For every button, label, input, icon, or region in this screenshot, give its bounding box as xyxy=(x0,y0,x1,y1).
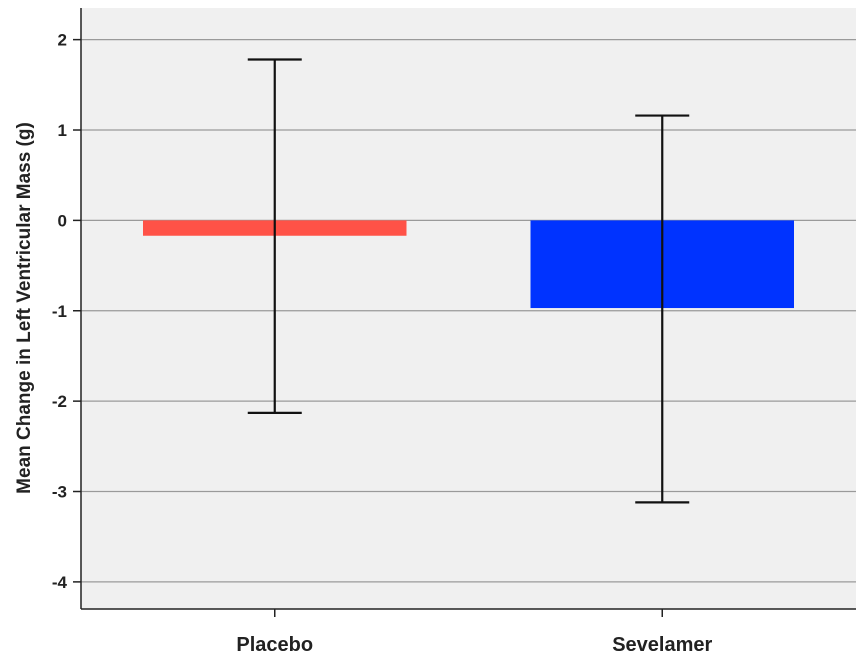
plot-area xyxy=(81,8,856,609)
y-tick-label: -2 xyxy=(52,392,67,411)
x-tick-label: Placebo xyxy=(236,634,313,656)
y-tick-label: 1 xyxy=(58,121,67,140)
y-tick-label: -4 xyxy=(52,573,68,592)
y-tick-label: 2 xyxy=(58,31,67,50)
x-axis-ticks: Placebo Sevelamer xyxy=(236,609,713,656)
y-tick-label: -1 xyxy=(52,302,67,321)
y-axis-ticks: 2 1 0 -1 -2 -3 -4 xyxy=(52,31,81,592)
x-tick-label: Sevelamer xyxy=(612,634,712,656)
y-tick-label: 0 xyxy=(58,211,67,230)
error-bars xyxy=(247,58,690,504)
y-tick-label: -3 xyxy=(52,483,67,502)
error-bar-sevelamer xyxy=(635,114,690,504)
error-bar-placebo xyxy=(247,58,302,414)
y-axis-title: Mean Change in Left Ventricular Mass (g) xyxy=(14,122,35,494)
